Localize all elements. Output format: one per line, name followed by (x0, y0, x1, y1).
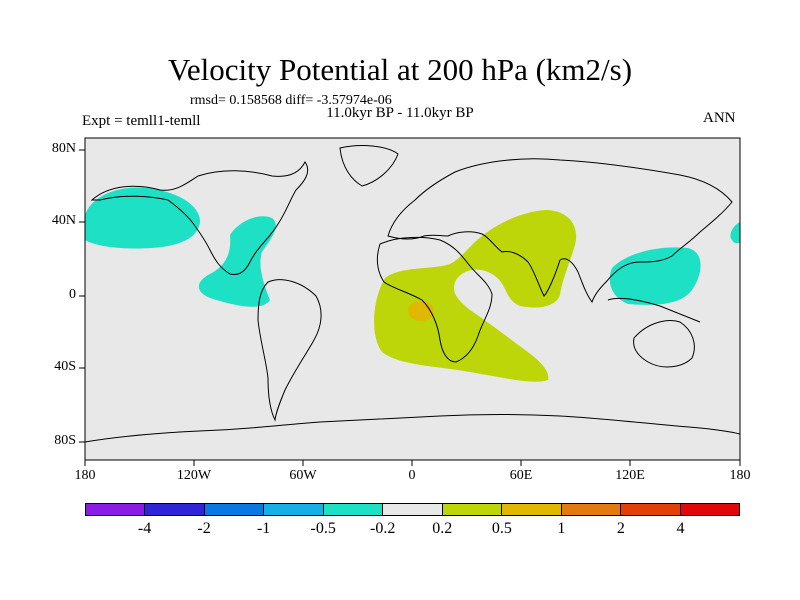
dateline-region (730, 222, 740, 244)
colorbar-label: 0.5 (491, 520, 512, 537)
colorbar-swatch (204, 504, 265, 515)
axis-ticks (79, 149, 741, 466)
x-tick-label: 120E (615, 468, 645, 483)
colorbar-label: -1 (256, 520, 271, 537)
x-tick-label: 60E (509, 468, 533, 483)
x-tick-label: 0 (408, 468, 416, 483)
experiment-label: Expt = temll1-temll (82, 113, 201, 129)
map-title: Velocity Potential at 200 hPa (km2/s) (167, 52, 633, 87)
colorbar-swatch (383, 504, 443, 515)
colorbar-label: -0.2 (370, 520, 396, 537)
y-tick-label: 80S (54, 433, 76, 448)
colorbar-swatch (86, 504, 146, 515)
y-tick-label: 0 (69, 287, 76, 302)
colorbar-label: -0.5 (310, 520, 336, 537)
colorbar-swatch (442, 504, 503, 515)
y-tick-label: 80N (51, 141, 76, 156)
colorbar-label: 2 (616, 520, 625, 537)
africa-outline (376, 236, 493, 363)
antarctica-outline (84, 414, 741, 443)
americas-region (198, 216, 276, 307)
period-text: 11.0kyr BP - 11.0kyr BP (326, 105, 474, 121)
colorbar-label: -4 (137, 520, 152, 537)
colorbar-swatch (323, 504, 384, 515)
x-tick-label: 180 (74, 468, 96, 483)
colorbar-swatch (621, 504, 681, 515)
greenland-outline (339, 145, 399, 187)
x-tick-label: 120W (176, 468, 212, 483)
y-tick-label: 40S (54, 359, 76, 374)
coastlines (84, 145, 741, 443)
colorbar-swatch (680, 504, 739, 515)
x-tick-label: 180 (729, 468, 751, 483)
maritime-continent-outline (607, 297, 701, 323)
colorbar-label: 1 (557, 520, 566, 537)
eurasia-outline (387, 158, 733, 304)
colorbar-swatch (145, 504, 205, 515)
x-tick-label: 60W (289, 468, 317, 483)
colorbar-swatch (264, 504, 324, 515)
season-label: ANN (703, 110, 736, 126)
positive-anomaly-regions (374, 210, 577, 382)
colorbar-swatch (502, 504, 562, 515)
australia-outline (633, 320, 695, 368)
colorbar-swatch (561, 504, 622, 515)
colorbar-label: -2 (197, 520, 211, 537)
south-america-outline (257, 279, 322, 422)
north-america-outline (90, 161, 309, 275)
western-pacific-region (609, 247, 701, 305)
colorbar (85, 503, 740, 516)
y-tick-label: 40N (51, 213, 76, 228)
stats-text: rmsd= 0.158568 diff= -3.57974e-06 (190, 93, 392, 108)
colorbar-label: 4 (676, 520, 685, 537)
africa-indian-ocean-region (374, 210, 577, 382)
colorbar-label: 0.2 (432, 520, 453, 537)
